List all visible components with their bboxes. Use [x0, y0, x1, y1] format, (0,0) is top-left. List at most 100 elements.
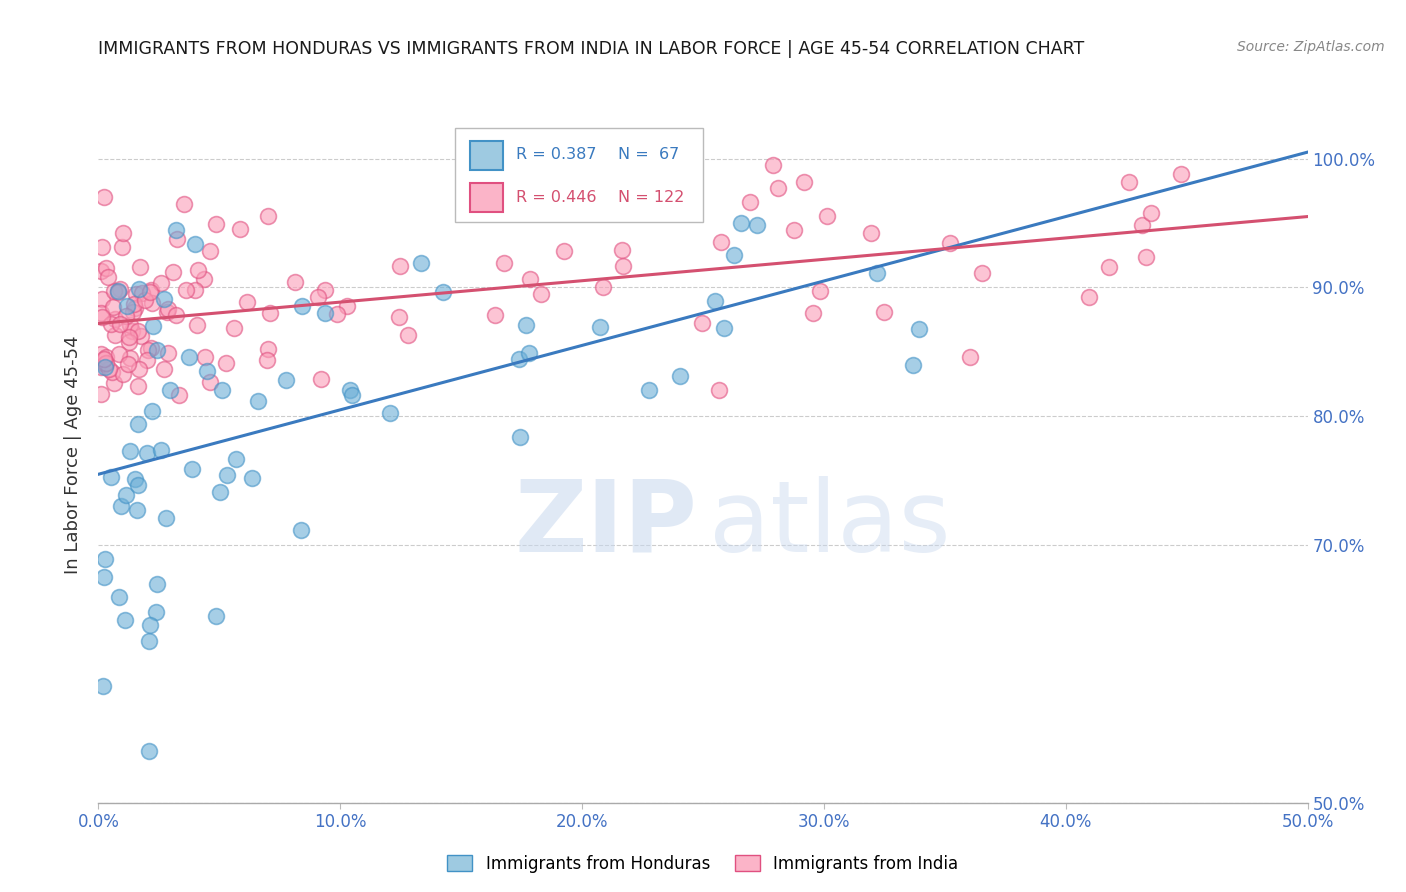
Point — [104, 328, 127, 343]
Point — [959, 350, 981, 364]
Point — [205, 217, 228, 231]
Point — [150, 442, 173, 457]
Point — [707, 384, 730, 398]
Point — [114, 488, 136, 502]
Point — [134, 293, 156, 307]
Point — [284, 275, 307, 289]
Point — [246, 394, 269, 409]
Point — [668, 368, 690, 383]
Point — [128, 282, 150, 296]
Point — [101, 300, 124, 314]
Text: N =  67: N = 67 — [619, 146, 679, 161]
Point — [118, 318, 141, 332]
Point — [710, 235, 733, 250]
Point — [129, 260, 152, 274]
Point — [107, 285, 129, 299]
Point — [211, 383, 233, 397]
Point — [228, 222, 250, 236]
Point — [142, 318, 165, 333]
Point — [97, 361, 120, 376]
Point — [555, 193, 578, 207]
Point — [224, 321, 246, 335]
Point — [177, 350, 200, 364]
Point — [131, 285, 153, 300]
Text: IMMIGRANTS FROM HONDURAS VS IMMIGRANTS FROM INDIA IN LABOR FORCE | AGE 45-54 COR: IMMIGRANTS FROM HONDURAS VS IMMIGRANTS F… — [98, 40, 1084, 58]
Point — [873, 305, 896, 319]
Point — [195, 364, 218, 378]
Point — [256, 352, 278, 367]
Point — [118, 330, 141, 344]
Point — [162, 265, 184, 279]
Point — [96, 356, 118, 370]
Point — [378, 406, 401, 420]
Point — [290, 523, 312, 537]
Point — [1130, 218, 1153, 232]
Point — [309, 371, 332, 385]
Point — [135, 353, 157, 368]
Point — [308, 290, 330, 304]
Point — [138, 285, 160, 300]
Point — [1118, 175, 1140, 189]
Point — [339, 384, 361, 398]
Point — [783, 223, 806, 237]
Point — [112, 226, 135, 240]
Point — [141, 403, 163, 417]
Point — [136, 446, 159, 460]
Point — [509, 430, 531, 444]
Point — [127, 417, 149, 432]
Point — [291, 300, 314, 314]
Text: atlas: atlas — [709, 476, 950, 573]
Point — [118, 335, 141, 350]
Point — [866, 266, 889, 280]
Point — [125, 503, 148, 517]
Point — [860, 226, 883, 240]
Point — [166, 231, 188, 245]
Point — [104, 311, 127, 326]
Point — [91, 679, 114, 693]
Point — [145, 605, 167, 619]
Point — [94, 351, 117, 365]
Point — [150, 276, 173, 290]
Point — [139, 341, 162, 355]
Point — [970, 266, 993, 280]
Point — [94, 552, 117, 566]
Point — [117, 357, 139, 371]
Point — [165, 223, 187, 237]
Point — [815, 210, 838, 224]
Point — [388, 260, 411, 274]
Point — [484, 308, 506, 322]
Point — [314, 283, 336, 297]
Point — [90, 359, 112, 374]
Point — [94, 357, 117, 371]
Point — [121, 324, 143, 338]
Point — [90, 240, 112, 254]
Point — [114, 309, 136, 323]
Point — [901, 359, 924, 373]
Point — [592, 280, 614, 294]
Point — [703, 294, 725, 309]
Point — [103, 284, 125, 298]
Point — [146, 343, 169, 358]
Point — [808, 284, 831, 298]
Point — [793, 175, 815, 189]
Point — [939, 236, 962, 251]
Point — [153, 362, 176, 376]
Point — [1078, 289, 1101, 303]
Point — [141, 295, 163, 310]
Point — [215, 356, 238, 370]
Point — [1139, 206, 1161, 220]
Point — [1135, 250, 1157, 264]
Point — [340, 388, 363, 402]
Point — [91, 292, 114, 306]
Point — [256, 209, 278, 223]
FancyBboxPatch shape — [470, 183, 503, 212]
Point — [723, 248, 745, 262]
Point — [612, 243, 634, 257]
Point — [183, 237, 205, 252]
Point — [730, 216, 752, 230]
Point — [314, 306, 336, 320]
Point — [411, 256, 433, 270]
Point — [107, 285, 129, 299]
Point — [96, 261, 118, 276]
Point — [638, 383, 661, 397]
